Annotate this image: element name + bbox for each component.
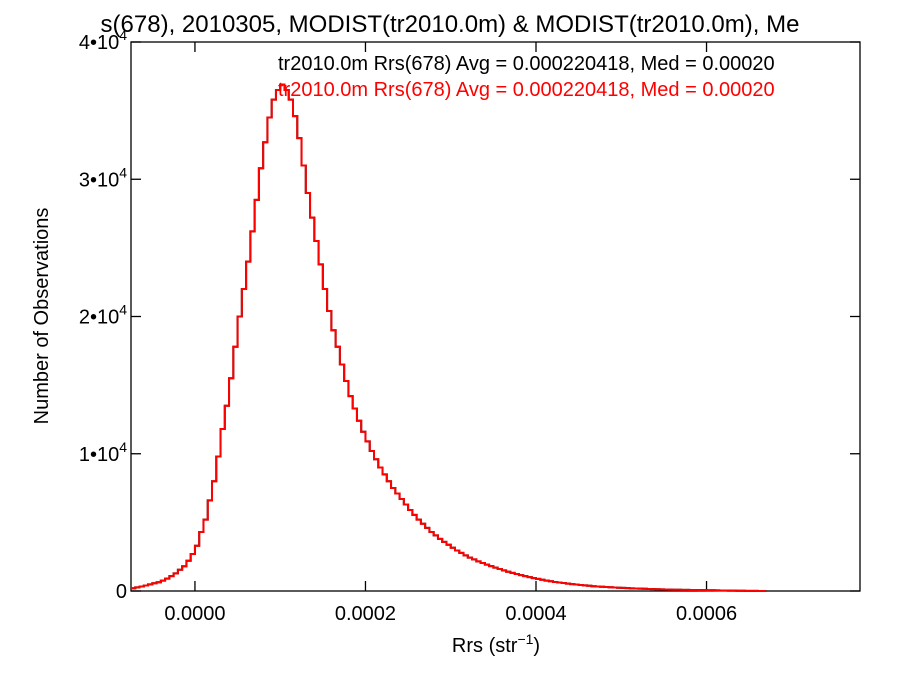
annotation-black: tr2010.0m Rrs(678) Avg = 0.000220418, Me…: [278, 53, 775, 75]
x-tick-label: 0.0000: [164, 603, 225, 625]
x-axis-label-tail: ): [533, 635, 540, 657]
histogram-series-black: [131, 83, 767, 592]
y-tick-label: 4•104: [79, 27, 127, 54]
chart-title: s(678), 2010305, MODIST(tr2010.0m) & MOD…: [101, 11, 800, 38]
x-axis-label: Rrs (str−1): [452, 631, 540, 657]
annotation-red: tr2010.0m Rrs(678) Avg = 0.000220418, Me…: [278, 79, 775, 101]
x-axis-label-sup: −1: [517, 631, 533, 647]
x-tick-label: 0.0002: [335, 603, 396, 625]
histogram-series-red: [131, 83, 767, 592]
x-axis-label-base: Rrs (str: [452, 635, 518, 657]
y-tick-label: 1•104: [79, 439, 127, 466]
x-tick-label: 0.0004: [505, 603, 566, 625]
x-tick-label: 0.0006: [676, 603, 737, 625]
y-axis-label: Number of Observations: [31, 208, 53, 425]
y-tick-label: 0: [116, 581, 127, 603]
y-axis-ticks: 0 1•104 2•104 3•104 4•104: [79, 27, 860, 603]
y-tick-label: 3•104: [79, 164, 127, 191]
y-tick-label: 2•104: [79, 302, 127, 329]
x-axis-ticks: 0.0000 0.0002 0.0004 0.0006: [164, 42, 737, 625]
